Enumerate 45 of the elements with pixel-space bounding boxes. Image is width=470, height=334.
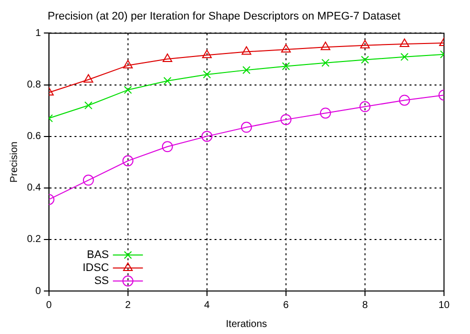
y-tick-label: 0	[35, 286, 42, 297]
point	[400, 52, 409, 61]
y-tick-label: 1	[35, 28, 42, 39]
point	[163, 76, 172, 85]
point	[320, 42, 330, 50]
point	[282, 62, 290, 70]
point	[82, 174, 94, 186]
point	[123, 60, 133, 68]
y-tick-label: 0.4	[26, 182, 42, 194]
y-axis-title: Precision	[8, 142, 20, 183]
x-tick-label: 6	[283, 300, 290, 311]
y-tick-label: 0.6	[26, 131, 42, 142]
point	[281, 44, 291, 52]
x-tick-label: 10	[438, 300, 450, 311]
point	[360, 40, 370, 48]
point	[84, 74, 94, 83]
legend-label: BAS	[86, 249, 109, 262]
legend-label: SS	[94, 275, 109, 288]
y-tick-label: 0.8	[26, 80, 42, 91]
legend-label: IDSC	[82, 262, 109, 274]
point	[398, 94, 410, 106]
x-tick-label: 2	[125, 300, 132, 311]
point	[84, 101, 92, 110]
point	[162, 141, 173, 152]
y-tick-label: 0.2	[26, 234, 42, 246]
point	[202, 50, 212, 58]
x-axis-title: Iterations	[226, 318, 268, 330]
point	[240, 122, 252, 133]
chart-title: Precision (at 20) per Iteration for Shape Descriptors on MPEG-7 Dataset	[48, 10, 400, 23]
x-tick-label: 8	[362, 300, 368, 311]
point	[201, 130, 212, 142]
point	[242, 66, 250, 74]
x-tick-label: 0	[46, 300, 52, 311]
point	[162, 53, 172, 62]
point	[202, 70, 211, 78]
point	[242, 46, 252, 55]
point	[321, 58, 330, 67]
point	[124, 86, 132, 94]
point	[359, 101, 370, 112]
point	[122, 155, 134, 166]
point	[280, 114, 292, 126]
x-tick-label: 4	[204, 300, 210, 311]
point	[320, 108, 331, 119]
point	[400, 38, 410, 48]
point	[360, 56, 370, 64]
